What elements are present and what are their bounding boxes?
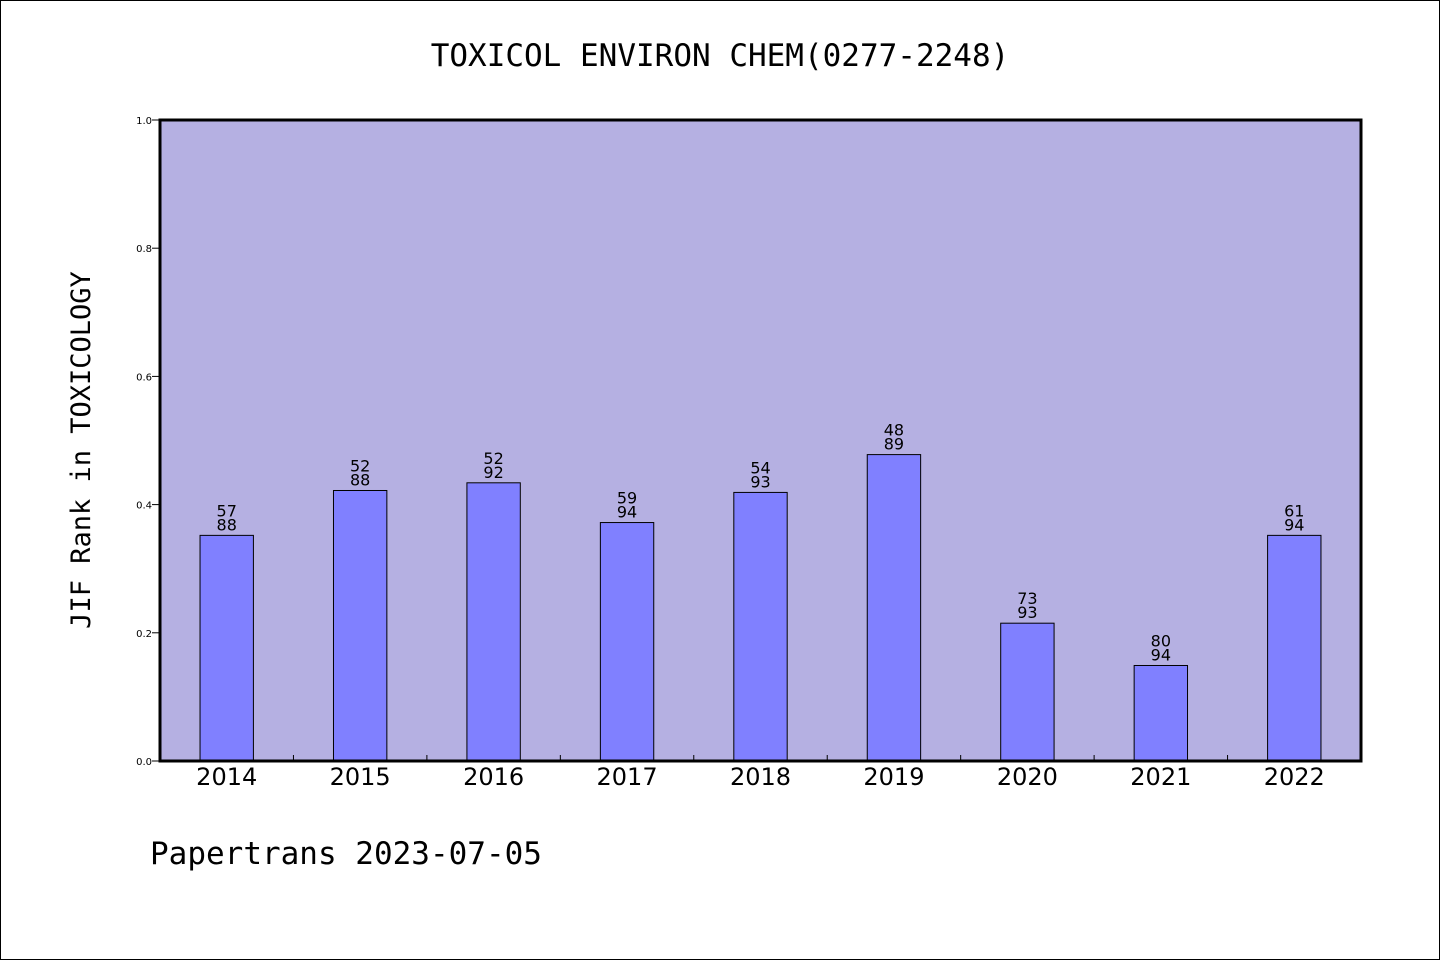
bar-total-label: 93 [750, 472, 770, 491]
bar-total-label: 92 [483, 463, 503, 482]
y-tick-label: 1.0 [136, 116, 152, 127]
x-tick-label: 2017 [597, 763, 658, 791]
x-tick-label: 2021 [1130, 763, 1191, 791]
bar-2022 [1267, 534, 1322, 762]
bar-total-label: 94 [617, 503, 637, 522]
x-tick-label: 2018 [730, 763, 791, 791]
bar-total-label: 93 [1017, 603, 1037, 622]
footer-credit: Papertrans 2023-07-05 [150, 836, 542, 872]
bar-2015 [332, 489, 388, 762]
bar-total-label: 94 [1284, 515, 1304, 534]
bar-rank-label: 61 [1284, 501, 1304, 520]
x-tick-label: 2019 [863, 763, 924, 791]
bar-2021 [1133, 664, 1189, 762]
y-tick-label: 0.2 [136, 629, 152, 640]
bar-total-label: 89 [884, 435, 904, 454]
x-tick-label: 2022 [1264, 763, 1325, 791]
y-tick-label: 0.4 [136, 501, 152, 512]
chart-title: TOXICOL ENVIRON CHEM(0277-2248) [431, 38, 1010, 74]
bar-2019 [866, 454, 922, 762]
y-axis-ticks: 0.0 0.2 0.4 0.6 0.8 1.0 [136, 116, 160, 768]
bar-2020 [1000, 622, 1055, 762]
bar-total-label: 88 [350, 470, 370, 489]
bar-rank-label: 73 [1017, 589, 1037, 608]
bar-total-label: 94 [1151, 645, 1171, 664]
y-tick-label: 0.0 [136, 757, 152, 768]
bar-rank-label: 54 [750, 458, 770, 477]
plot-border [158, 118, 1363, 763]
bar-rank-label: 57 [217, 501, 237, 520]
bar-2018 [733, 491, 788, 762]
bar-2017 [599, 522, 655, 762]
bar-rank-label: 80 [1151, 631, 1171, 650]
bar-rank-label: 59 [617, 489, 637, 508]
x-axis-ticks: 2014 2015 2016 2017 2018 2019 2020 2021 2022 [196, 755, 1325, 791]
y-axis-label: JIF Rank in TOXICOLOGY [66, 271, 97, 629]
x-tick-label: 2015 [330, 763, 391, 791]
x-tick-label: 2014 [196, 763, 257, 791]
y-tick-label: 0.6 [136, 372, 152, 383]
x-tick-label: 2016 [463, 763, 524, 791]
x-tick-label: 2020 [997, 763, 1058, 791]
bar-rank-label: 48 [884, 421, 904, 440]
bar-rank-label: 52 [483, 449, 503, 468]
bar-total-label: 88 [217, 515, 237, 534]
bar-2016 [466, 482, 521, 762]
bar-rank-label: 52 [350, 456, 370, 475]
y-tick-label: 0.8 [136, 244, 152, 255]
bar-2014 [199, 534, 254, 762]
